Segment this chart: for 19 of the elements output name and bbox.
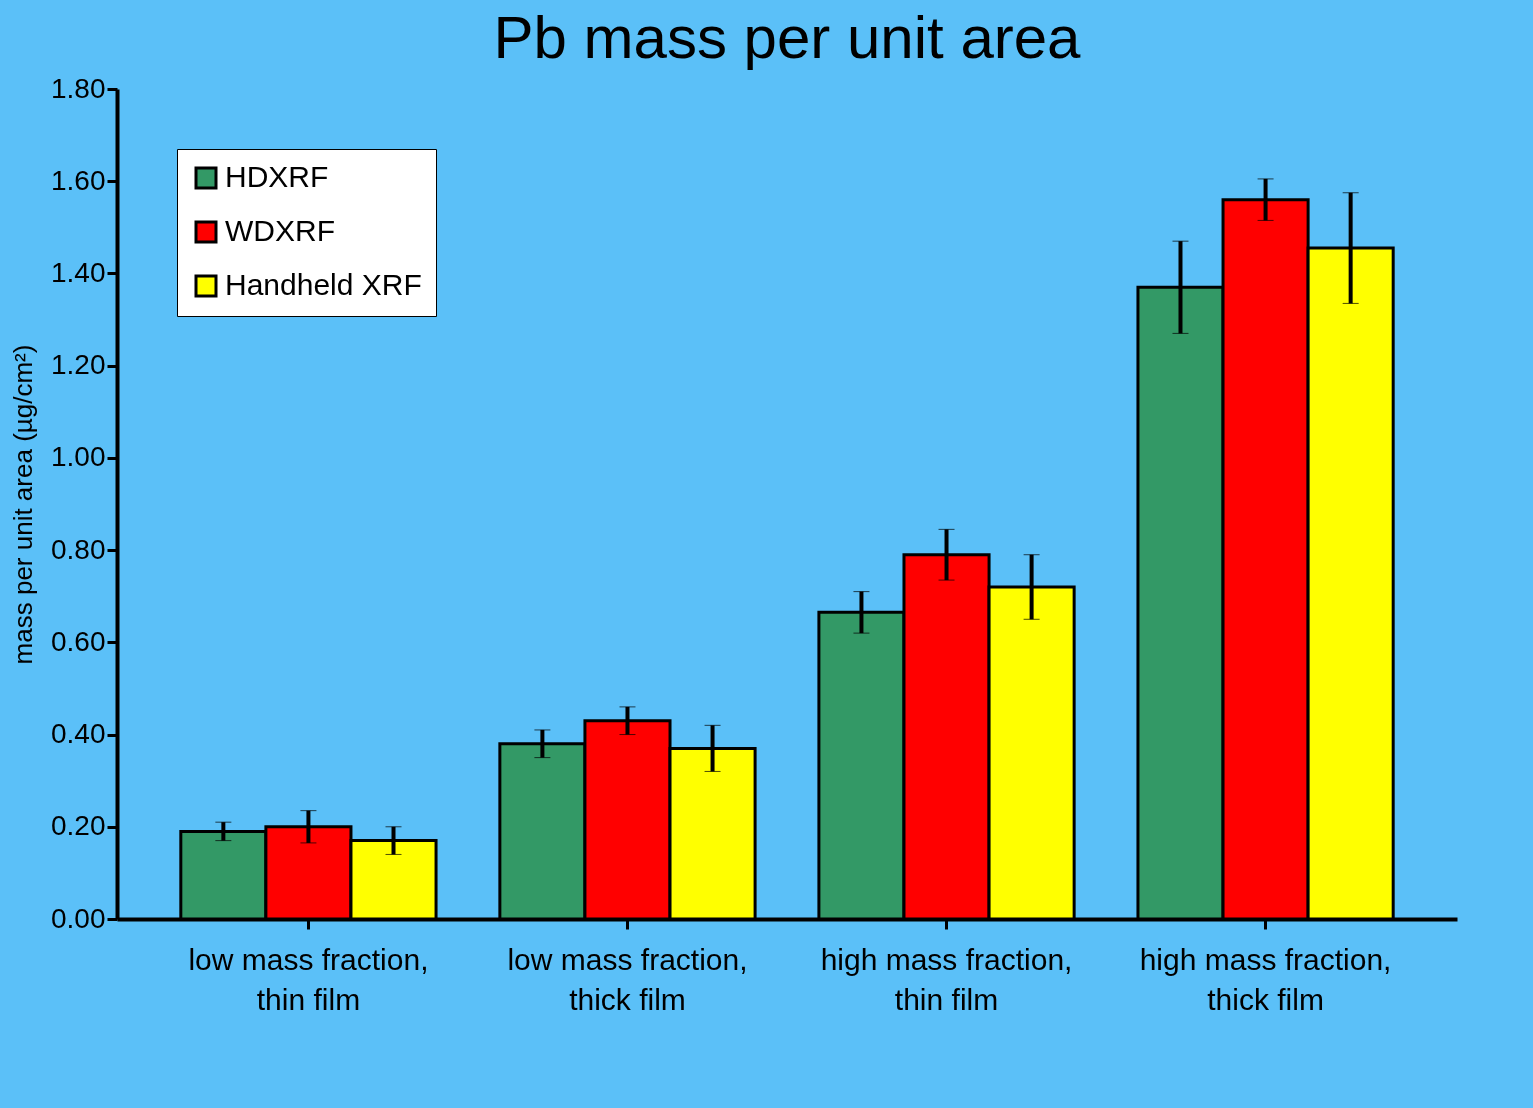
y-tick-label: 1.40	[51, 256, 106, 288]
y-tick-label: 0.40	[51, 718, 106, 750]
y-axis-title: mass per unit area (µg/cm²)	[8, 344, 38, 665]
x-tick-label: low mass fraction, thin film	[188, 942, 429, 1016]
y-tick-label: 1.20	[51, 349, 106, 381]
y-tick-label: 0.80	[51, 533, 106, 565]
y-tick-label: 0.60	[51, 625, 106, 657]
y-tick-label: 1.80	[51, 72, 106, 104]
legend-label: Handheld XRF	[225, 268, 422, 301]
x-tick-label: high mass fraction, thin film	[820, 942, 1073, 1016]
x-tick-label: high mass fraction, thick film	[1139, 942, 1392, 1016]
y-tick-label: 0.20	[51, 810, 106, 842]
x-tick-label: low mass fraction, thick film	[507, 942, 748, 1016]
y-tick-label: 1.00	[51, 441, 106, 473]
legend-label: WDXRF	[225, 214, 335, 247]
y-tick-label: 0.00	[51, 902, 106, 934]
y-tick-label: 1.60	[51, 164, 106, 196]
chart-title: Pb mass per unit area	[493, 4, 1082, 71]
legend-label: HDXRF	[225, 160, 329, 193]
